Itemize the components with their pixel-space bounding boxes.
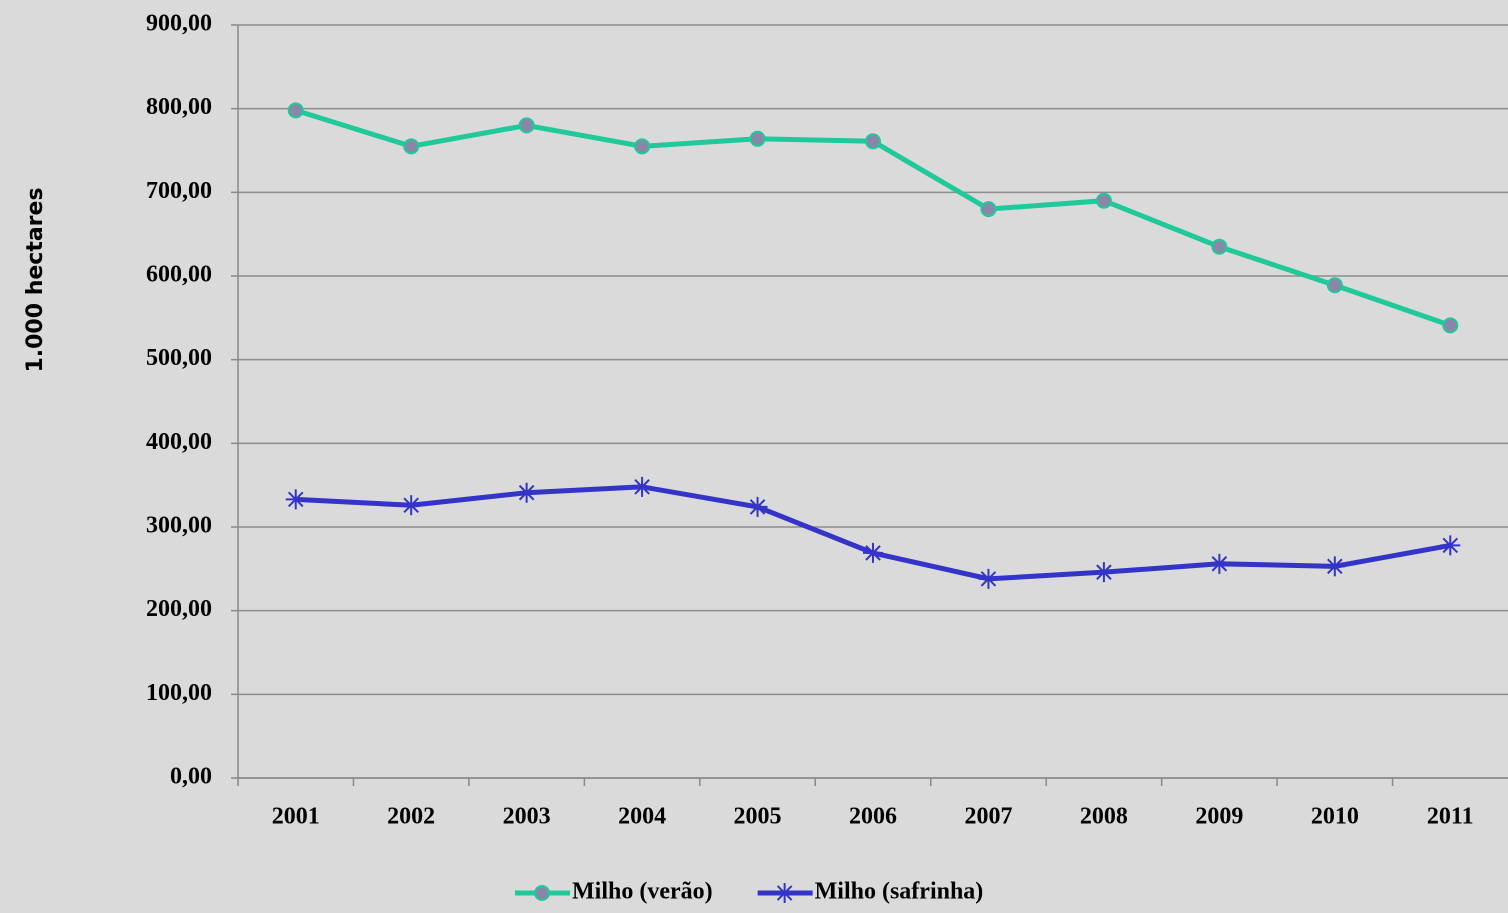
data-point xyxy=(518,117,535,134)
y-tick-label: 400,00 xyxy=(146,429,212,455)
data-point xyxy=(1440,535,1461,556)
y-tick-label: 600,00 xyxy=(146,262,212,288)
y-tick-label: 700,00 xyxy=(146,178,212,204)
data-point xyxy=(403,138,420,155)
data-point xyxy=(1324,556,1345,577)
x-tick-label: 2007 xyxy=(964,804,1012,830)
legend-marker xyxy=(534,885,550,901)
y-tick-label: 900,00 xyxy=(146,11,212,37)
data-point xyxy=(1326,277,1343,294)
data-point xyxy=(1095,192,1112,209)
y-tick-label: 300,00 xyxy=(146,513,212,539)
data-point xyxy=(401,495,422,516)
x-tick-label: 2002 xyxy=(387,804,435,830)
series-line xyxy=(295,484,1451,582)
legend-label: Milho (safrinha) xyxy=(815,879,984,905)
data-point xyxy=(749,130,766,147)
x-tick-label: 2010 xyxy=(1311,804,1359,830)
y-axis-label: 1.000 hectares xyxy=(23,187,48,372)
data-point xyxy=(865,133,881,150)
x-tick-label: 2009 xyxy=(1195,804,1243,830)
data-point xyxy=(287,102,304,119)
data-point xyxy=(634,138,651,155)
data-point xyxy=(516,482,537,503)
data-point xyxy=(747,496,768,517)
data-point xyxy=(978,568,999,589)
legend-label: Milho (verão) xyxy=(572,879,713,905)
x-tick-label: 2011 xyxy=(1427,804,1474,830)
data-point xyxy=(1211,238,1228,255)
x-tick-label: 2001 xyxy=(272,804,320,830)
data-point xyxy=(1442,317,1459,334)
data-point xyxy=(980,201,997,218)
legend-marker xyxy=(774,883,795,903)
y-tick-label: 0,00 xyxy=(170,764,212,790)
data-point xyxy=(1093,562,1114,583)
y-tick-label: 800,00 xyxy=(146,94,212,120)
data-point xyxy=(863,542,883,563)
x-tick-label: 2003 xyxy=(503,804,551,830)
x-tick-label: 2004 xyxy=(618,804,666,830)
y-tick-label: 500,00 xyxy=(146,345,212,371)
x-tick-label: 2006 xyxy=(849,804,897,830)
y-tick-label: 100,00 xyxy=(146,680,212,706)
x-tick-label: 2008 xyxy=(1080,804,1128,830)
data-point xyxy=(285,489,306,510)
y-tick-label: 200,00 xyxy=(146,596,212,622)
data-point xyxy=(1209,553,1230,574)
x-tick-label: 2005 xyxy=(734,804,782,830)
data-point xyxy=(632,476,653,497)
